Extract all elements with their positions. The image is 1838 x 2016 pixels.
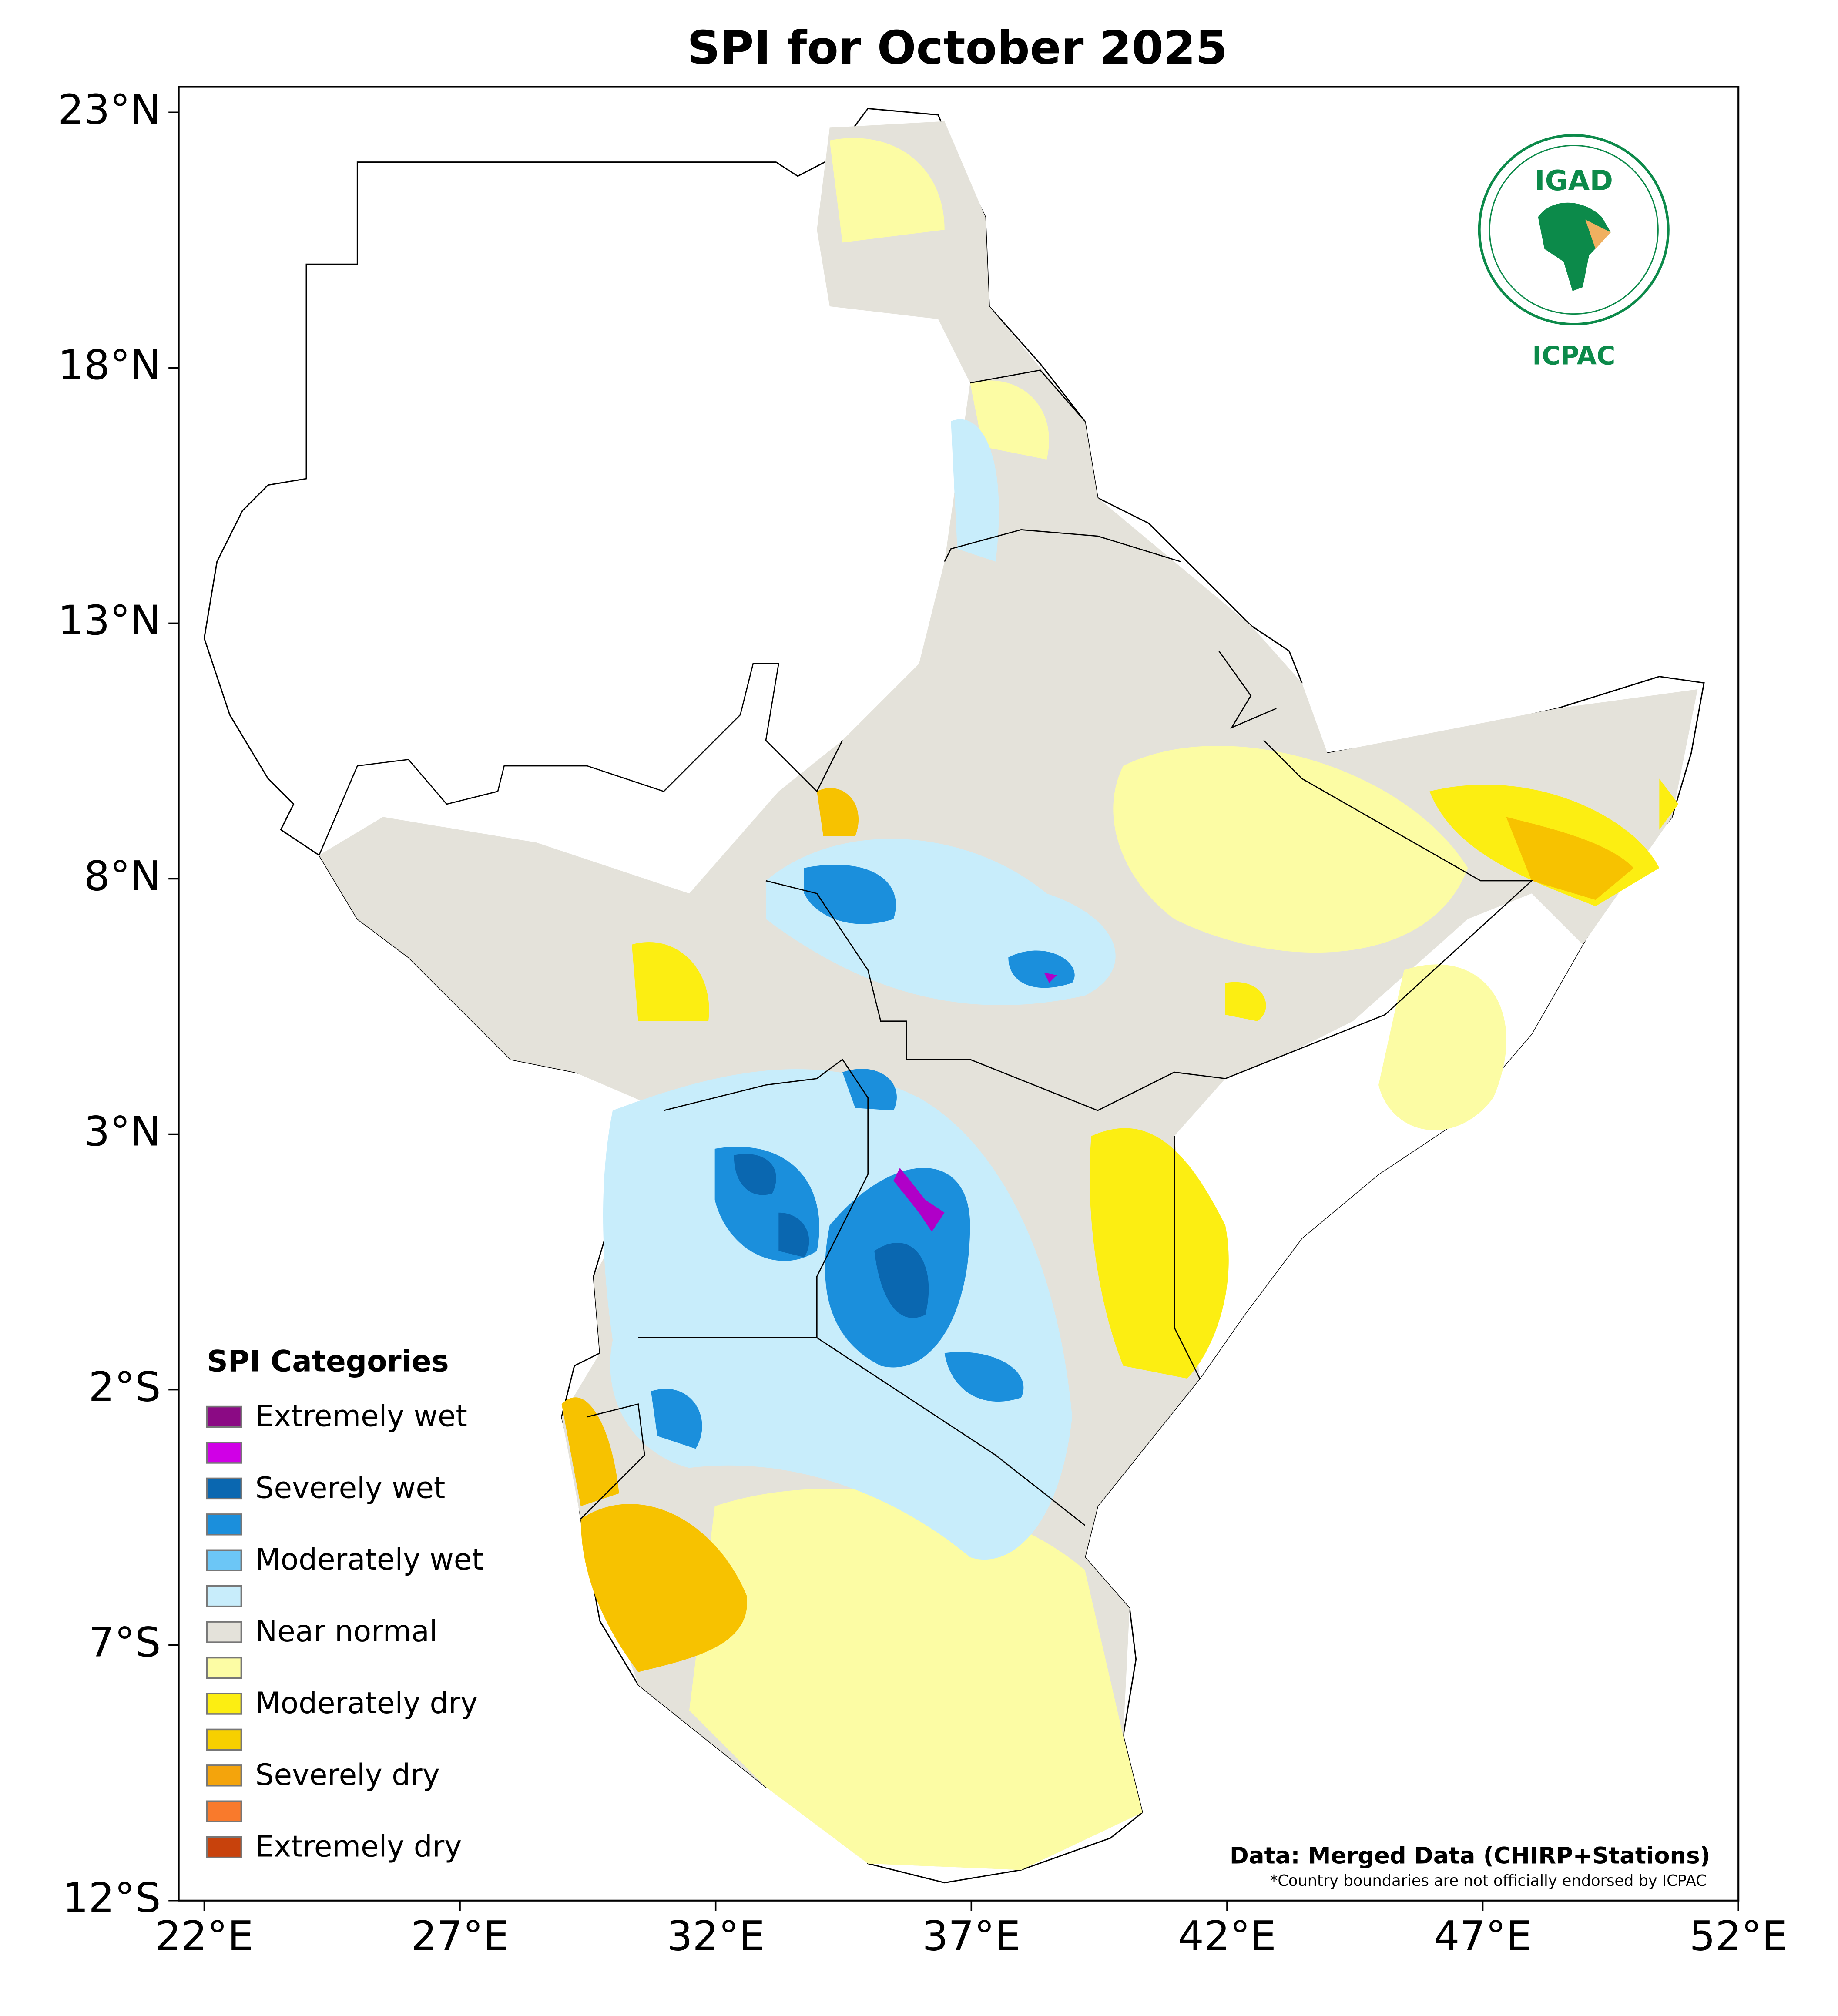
legend: SPI Categories Extremely wet Severely wet… <box>206 1344 483 1864</box>
x-tick-label: 27°E <box>411 1913 509 1960</box>
legend-label: Moderately dry <box>255 1686 478 1720</box>
x-tick-label: 52°E <box>1689 1913 1788 1960</box>
y-tick-label: 13°N <box>58 597 161 644</box>
logo-region <box>1585 219 1611 249</box>
legend-swatch <box>206 1836 242 1858</box>
legend-swatch <box>206 1693 242 1715</box>
legend-swatch <box>206 1764 242 1787</box>
disclaimer: *Country boundaries are not officially e… <box>1270 1872 1707 1890</box>
legend-swatch <box>206 1477 242 1500</box>
light-blue-area <box>603 419 1116 1560</box>
border <box>944 529 1181 562</box>
logo: IGAD ICPAC <box>1478 134 1670 371</box>
legend-label: Extremely wet <box>255 1399 467 1433</box>
logo-bottom-text: ICPAC <box>1532 341 1615 370</box>
logo-top-text: IGAD <box>1535 164 1613 197</box>
map-layer <box>203 107 1705 1884</box>
severely-wet-area <box>734 1154 929 1318</box>
legend-label: Severely dry <box>255 1758 440 1792</box>
legend-swatch <box>206 1405 242 1428</box>
legend-label: Moderately wet <box>255 1542 483 1577</box>
legend-swatch <box>206 1728 242 1751</box>
border <box>1225 740 1533 1079</box>
source-note: Data: Merged Data (CHIRP+Stations) <box>1230 1843 1711 1869</box>
x-tick-label: 22°E <box>155 1913 254 1960</box>
border <box>580 1403 645 1520</box>
border <box>765 880 1226 1111</box>
border <box>1218 651 1277 729</box>
map-frame <box>178 86 1740 1902</box>
x-tick-label: 42°E <box>1178 1913 1276 1960</box>
y-tick-label: 23°N <box>58 86 161 134</box>
legend-label: Extremely dry <box>255 1829 462 1864</box>
border <box>319 663 843 855</box>
border <box>664 1058 869 1338</box>
y-tick-label: 18°N <box>58 342 161 389</box>
severely-dry-area <box>561 788 1634 1672</box>
border <box>970 369 1086 422</box>
legend-label: Near normal <box>255 1614 438 1648</box>
axis-ticks: 22°E 27°E 32°E 37°E 42°E 47°E 52°E 23°N 18°N 13°N… <box>58 86 1788 1960</box>
y-tick-label: 8°N <box>84 852 161 900</box>
x-tick-label: 32°E <box>667 1913 765 1960</box>
y-tick-label: 7°S <box>88 1619 161 1667</box>
legend-swatch <box>206 1513 242 1536</box>
legend-swatch <box>206 1800 242 1822</box>
map-title: SPI for October 2025 <box>687 21 1228 74</box>
legend-swatch <box>206 1657 242 1679</box>
x-tick-label: 47°E <box>1434 1913 1532 1960</box>
light-yellow-area <box>689 138 1506 1870</box>
country-borders <box>319 369 1533 1526</box>
legend-swatch <box>206 1442 242 1464</box>
y-tick-label: 2°S <box>88 1363 161 1411</box>
border <box>638 1337 1086 1526</box>
legend-label: Severely wet <box>255 1470 446 1505</box>
border <box>1174 1136 1201 1379</box>
legend-swatch <box>206 1549 242 1571</box>
legend-swatch <box>206 1585 242 1607</box>
legend-swatch <box>206 1621 242 1643</box>
logo-ring <box>1489 144 1659 315</box>
x-tick-label: 37°E <box>922 1913 1020 1960</box>
y-tick-label: 12°S <box>63 1875 161 1922</box>
y-tick-label: 3°N <box>84 1108 161 1155</box>
legend-title: SPI Categories <box>207 1344 449 1378</box>
